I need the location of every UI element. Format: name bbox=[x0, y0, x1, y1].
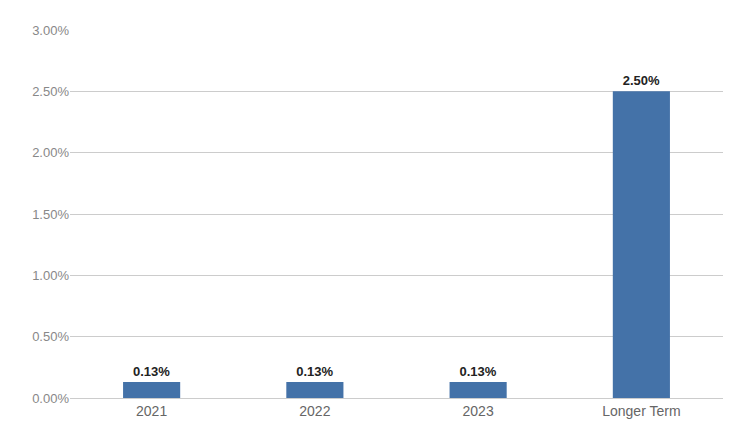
svg-text:2.00%: 2.00% bbox=[32, 145, 69, 160]
svg-text:0.00%: 0.00% bbox=[32, 391, 69, 406]
svg-text:2.50%: 2.50% bbox=[32, 84, 69, 99]
svg-text:1.00%: 1.00% bbox=[32, 268, 69, 283]
svg-text:0.13%: 0.13% bbox=[459, 364, 496, 379]
svg-text:2022: 2022 bbox=[299, 403, 330, 419]
svg-text:3.00%: 3.00% bbox=[32, 23, 69, 38]
svg-text:0.13%: 0.13% bbox=[296, 364, 333, 379]
svg-text:2023: 2023 bbox=[463, 403, 494, 419]
svg-text:2.50%: 2.50% bbox=[623, 73, 660, 88]
svg-text:1.50%: 1.50% bbox=[32, 207, 69, 222]
svg-text:2021: 2021 bbox=[136, 403, 167, 419]
svg-text:0.13%: 0.13% bbox=[133, 364, 170, 379]
svg-text:0.50%: 0.50% bbox=[32, 329, 69, 344]
svg-text:Longer Term: Longer Term bbox=[602, 403, 680, 419]
